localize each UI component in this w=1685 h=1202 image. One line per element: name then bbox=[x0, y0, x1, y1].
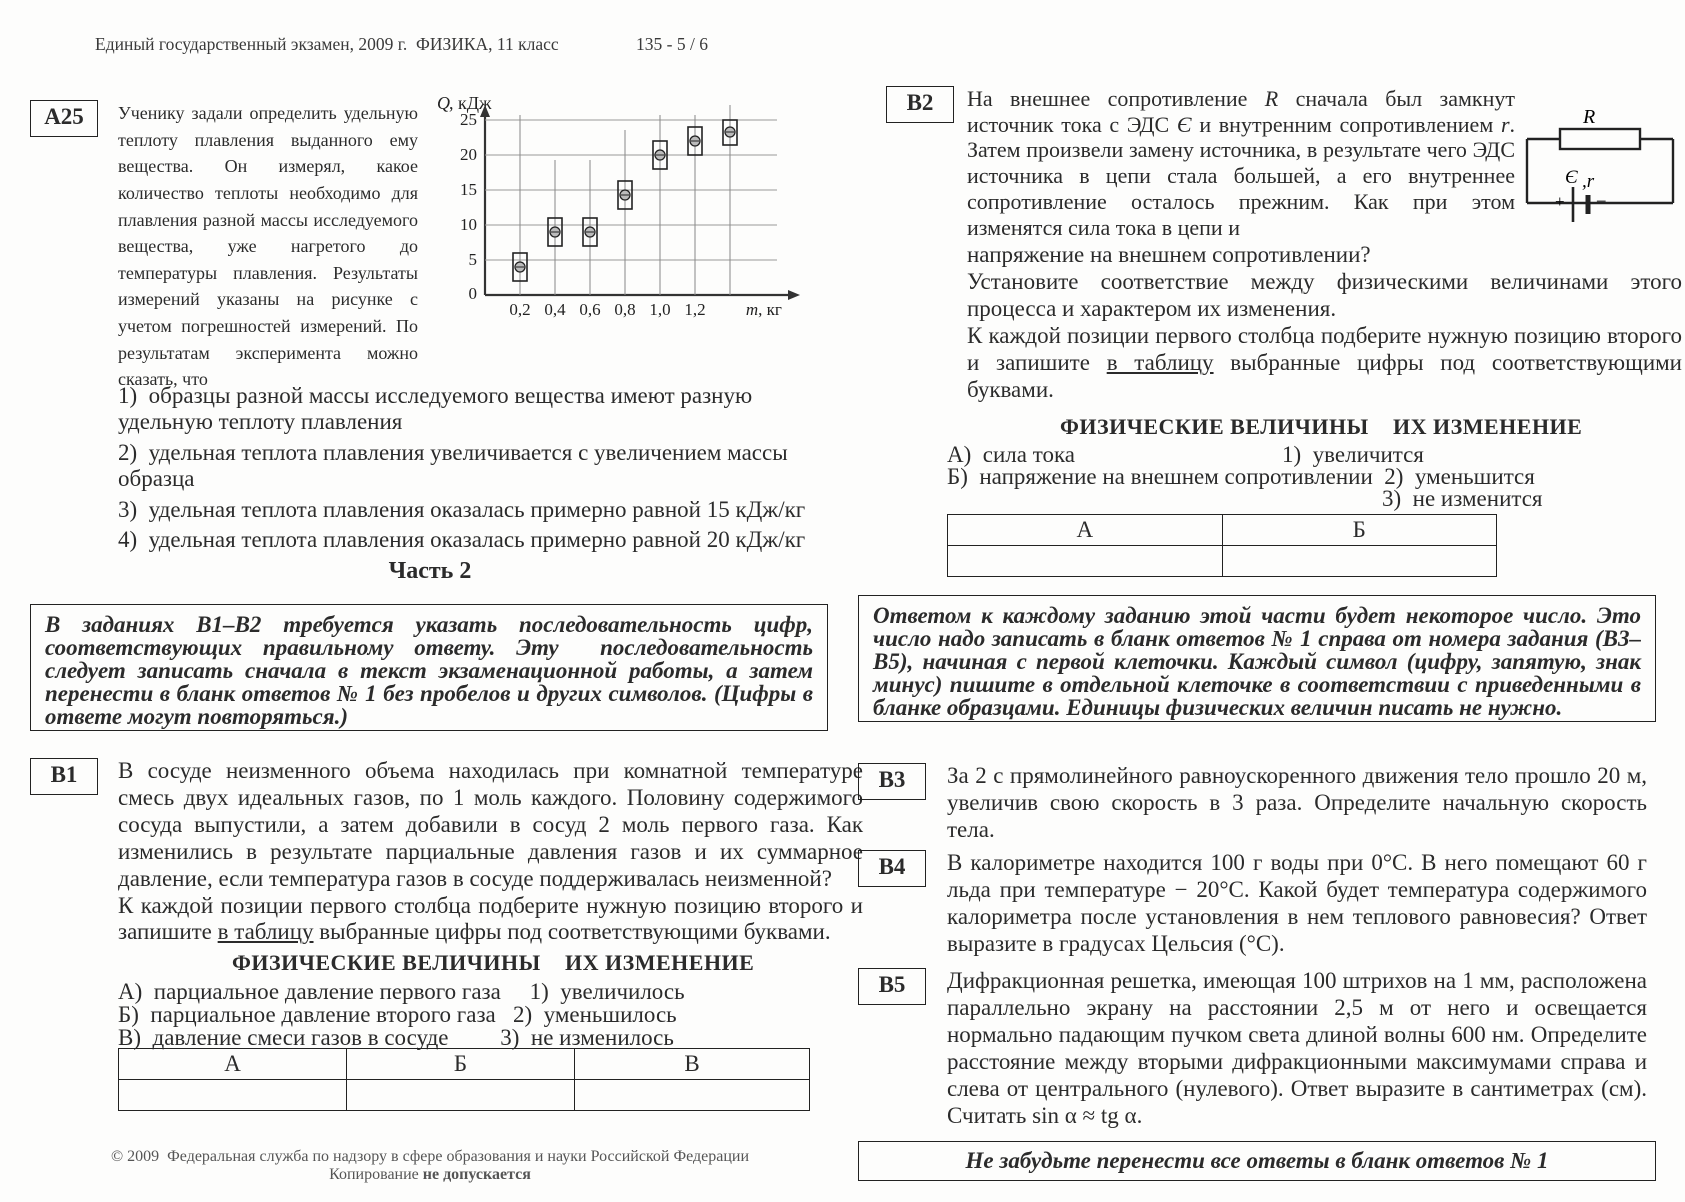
svg-text:5: 5 bbox=[469, 250, 478, 269]
svg-text:0,2: 0,2 bbox=[509, 300, 530, 319]
svg-text:m: m bbox=[746, 300, 758, 319]
svg-text:, кг: , кг bbox=[758, 300, 782, 319]
svg-text:10: 10 bbox=[460, 215, 477, 234]
svg-text:25: 25 bbox=[460, 110, 477, 129]
svg-text:0,6: 0,6 bbox=[579, 300, 600, 319]
svg-text:20: 20 bbox=[460, 145, 477, 164]
svg-text:0,8: 0,8 bbox=[614, 300, 635, 319]
svg-text:+: + bbox=[1555, 192, 1565, 211]
svg-text:1,0: 1,0 bbox=[649, 300, 670, 319]
svg-text:–: – bbox=[1596, 190, 1606, 209]
svg-text:Є: Є bbox=[1565, 167, 1578, 188]
svg-text:R: R bbox=[1582, 107, 1595, 128]
svg-text:0,4: 0,4 bbox=[544, 300, 566, 319]
svg-text:0: 0 bbox=[469, 284, 478, 303]
svg-text:,r: ,r bbox=[1582, 171, 1595, 192]
svg-text:1,2: 1,2 bbox=[684, 300, 705, 319]
svg-text:15: 15 bbox=[460, 180, 477, 199]
